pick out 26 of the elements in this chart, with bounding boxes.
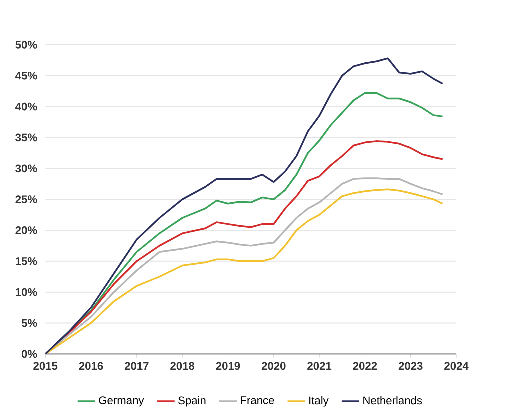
x-tick-label: 2017: [124, 362, 149, 370]
x-tick-label: 2016: [79, 362, 104, 370]
x-tick-label: 2022: [353, 362, 378, 370]
y-tick-label: 20%: [16, 226, 38, 235]
y-tick-label: 50%: [16, 41, 38, 50]
legend-label: Italy: [310, 396, 329, 408]
y-tick-label: 35%: [16, 134, 38, 142]
y-tick-label: 5%: [22, 320, 38, 328]
legend-label: Germany: [99, 396, 144, 407]
legend-label: Spain: [178, 396, 206, 408]
y-tick-label: 10%: [16, 288, 38, 296]
y-tick-label: 30%: [16, 164, 38, 173]
x-tick-label: 2015: [34, 362, 58, 370]
x-tick-label: 2018: [170, 362, 195, 370]
legend-label: France: [241, 396, 274, 405]
x-tick-label: 2024: [444, 362, 469, 370]
legend-label: Netherlands: [364, 396, 422, 405]
y-tick-label: 40%: [16, 103, 38, 111]
y-tick-label: 45%: [16, 72, 38, 80]
x-tick-label: 2020: [262, 362, 286, 370]
y-tick-label: 25%: [16, 196, 38, 204]
x-tick-label: 2023: [398, 362, 423, 370]
y-tick-label: 15%: [16, 258, 38, 266]
y-tick-label: 0%: [22, 350, 38, 358]
x-tick-label: 2021: [308, 362, 332, 370]
x-tick-label: 2019: [216, 362, 240, 370]
